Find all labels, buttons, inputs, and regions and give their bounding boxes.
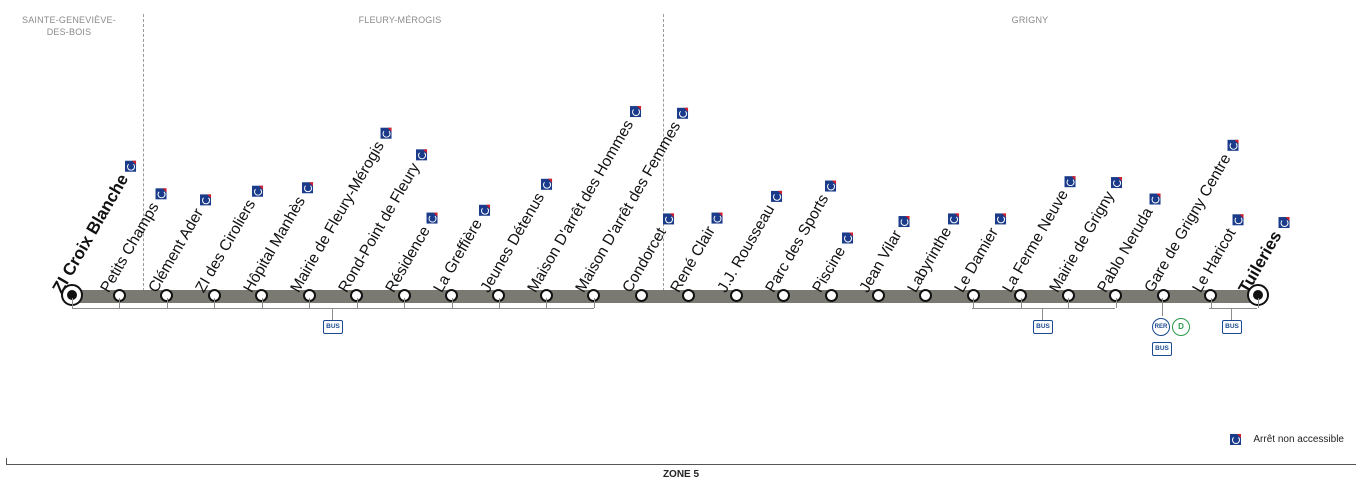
wheelchair-icon <box>1278 217 1290 229</box>
connection-tick <box>1258 298 1259 308</box>
wheelchair-icon <box>898 216 910 228</box>
wheelchair-icon <box>824 180 836 192</box>
stop-marker[interactable] <box>871 289 885 302</box>
connection-tick <box>973 298 975 308</box>
connection-bracket-tuileries <box>1209 308 1257 309</box>
connection-tick <box>593 298 595 308</box>
connection-tick <box>1210 298 1212 308</box>
commune-sainte-genevieve: SAINTE-GENEVIÈVE- DES-BOIS <box>22 15 116 37</box>
connection-tick <box>1042 308 1043 320</box>
wheelchair-icon <box>252 185 264 197</box>
connection-tick <box>72 298 73 308</box>
connection-tick <box>1162 298 1163 316</box>
wheelchair-icon <box>842 232 854 244</box>
connection-tick <box>166 298 168 308</box>
stop-name: Jean Vilar <box>856 227 906 296</box>
commune-divider-2 <box>663 14 664 296</box>
legend-label: Arrêt non accessible <box>1253 434 1344 445</box>
stop-marker[interactable] <box>1247 284 1269 306</box>
commune-divider-1 <box>143 14 144 296</box>
stop-marker[interactable] <box>682 289 696 302</box>
wheelchair-icon <box>771 190 783 202</box>
stop-name: Le Haricot <box>1188 225 1240 296</box>
stop-name: René Clair <box>667 223 719 296</box>
wheelchair-icon <box>995 213 1007 225</box>
stop-label[interactable]: Gare de Grigny Centre <box>1142 136 1244 296</box>
connection-tick <box>451 298 453 308</box>
stop-marker[interactable] <box>919 289 933 302</box>
wheelchair-icon <box>301 182 313 194</box>
stop-label[interactable]: Rond-Point de Fleury <box>335 145 432 296</box>
wheelchair-icon <box>380 127 392 139</box>
wheelchair-icon <box>155 188 167 200</box>
stop-marker[interactable] <box>777 289 791 302</box>
zone-line <box>6 464 1356 465</box>
stop-name: Résidence <box>382 223 434 296</box>
bus-connection-icon: BUS <box>1033 320 1053 334</box>
wheelchair-icon <box>125 160 137 172</box>
rer-connection-icon: RER <box>1152 318 1170 336</box>
wheelchair-icon <box>1230 434 1242 445</box>
stop-marker[interactable] <box>634 289 648 302</box>
rer-d-line-icon: D <box>1172 318 1190 336</box>
connection-tick <box>214 298 216 308</box>
connection-tick <box>1231 308 1232 320</box>
connection-tick <box>546 298 548 308</box>
wheelchair-icon <box>663 213 675 225</box>
wheelchair-icon <box>948 213 960 225</box>
bus-connection-icon: BUS <box>1222 320 1242 334</box>
wheelchair-icon <box>1149 193 1161 205</box>
bus-connection-icon: BUS <box>323 320 343 334</box>
wheelchair-icon <box>711 212 723 224</box>
wheelchair-icon <box>415 148 427 160</box>
zone-tick <box>6 458 7 464</box>
connection-tick <box>1020 298 1022 308</box>
stop-marker[interactable] <box>729 289 743 302</box>
stop-marker[interactable] <box>1156 289 1170 302</box>
stop-name: Le Damier <box>951 225 1003 296</box>
wheelchair-icon <box>426 212 438 224</box>
wheelchair-icon <box>676 107 688 119</box>
stop-name: Labyrinthe <box>904 224 956 296</box>
wheelchair-icon <box>199 194 211 206</box>
wheelchair-icon <box>1231 214 1243 226</box>
stop-name: Gare de Grigny Centre <box>1141 151 1235 296</box>
stop-label[interactable]: ZI Croix Blanche <box>49 157 142 297</box>
connection-bracket-grigny <box>972 308 1115 309</box>
stop-marker[interactable] <box>824 289 838 302</box>
connection-tick <box>309 298 311 308</box>
connection-tick <box>119 298 121 308</box>
connection-tick <box>1068 298 1070 308</box>
wheelchair-icon <box>1111 177 1123 189</box>
zone-label: ZONE 5 <box>662 469 700 480</box>
connection-tick <box>356 298 358 308</box>
connection-bracket-fleury <box>72 308 594 309</box>
commune-fleury-merogis: FLEURY-MÉROGIS <box>358 15 442 25</box>
connection-tick <box>261 298 263 308</box>
connection-tick <box>1115 298 1117 308</box>
commune-grigny: GRIGNY <box>1011 15 1049 25</box>
wheelchair-icon <box>630 106 642 118</box>
stop-label[interactable]: Piscine <box>809 229 858 296</box>
bus-connection-icon: BUS <box>1152 342 1172 356</box>
connection-tick <box>404 298 406 308</box>
stop-name: Mairie de Fleury-Mérogis <box>287 138 389 296</box>
connection-tick <box>332 308 333 320</box>
connection-tick <box>498 298 500 308</box>
wheelchair-icon <box>1227 140 1239 152</box>
wheelchair-icon <box>478 205 490 217</box>
wheelchair-icon <box>540 178 552 190</box>
bus-line-bar <box>72 290 1258 303</box>
wheelchair-icon <box>1064 175 1076 187</box>
legend: Arrêt non accessible <box>1230 434 1344 445</box>
